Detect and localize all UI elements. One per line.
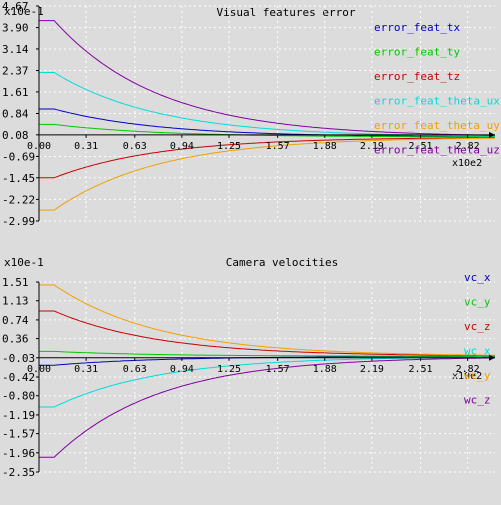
legend-item-wc-y: wc_y (464, 369, 491, 382)
x-tick-label: 2.19 (360, 364, 384, 375)
y-tick-label: -0.69 (2, 150, 35, 163)
y-tick-label: -1.96 (2, 447, 35, 460)
chart1-x-scale-label: x10e2 (452, 158, 482, 169)
series-line-vc-z (39, 310, 496, 357)
y-tick-label: -1.19 (2, 409, 35, 422)
legend-item-vc-x: vc_x (464, 271, 491, 284)
chart2-title: Camera velocities (226, 256, 339, 269)
chart-camera-velocities: x10e-1 Camera velocities x10e2 1.51 1.13 0… (2, 256, 496, 479)
x-tick-label: 0.94 (170, 364, 194, 375)
y-tick-label: -2.22 (2, 193, 35, 206)
series-line-error-feat-theta-uy (39, 137, 495, 211)
chart1-x-tick-labels: 0.00 0.31 0.63 0.94 1.25 1.57 1.88 2.19 2.51 2.82 (27, 141, 480, 152)
y-tick-label: -0.80 (2, 390, 35, 403)
series-line-error-feat-theta-uz (39, 20, 495, 136)
x-tick-label: 1.57 (266, 364, 290, 375)
y-tick-label: -0.03 (2, 352, 35, 365)
chart2-legend: vc_x vc_y vc_z wc_x wc_y wc_z (464, 271, 491, 407)
y-tick-label: 1.51 (2, 276, 29, 289)
legend-item-error-feat-theta-uy: error_feat_theta_uy (374, 119, 500, 132)
y-tick-label: -2.99 (2, 215, 35, 228)
legend-item-error-feat-theta-uz: error_feat_theta_uz (374, 144, 500, 157)
x-tick-label: 0.00 (27, 364, 51, 375)
x-tick-label: 1.88 (313, 141, 337, 152)
x-tick-label: 0.31 (74, 364, 98, 375)
series-line-vc-y (39, 350, 495, 357)
x-axis-arrow (489, 131, 495, 138)
legend-item-error-feat-ty: error_feat_ty (374, 46, 460, 59)
legend-item-wc-z: wc_z (464, 394, 491, 407)
chart1-y-tick-labels: 4.67 3.90 3.14 2.37 1.61 0.84 0.08 -0.69 -1.45 -2… (2, 0, 35, 228)
y-tick-label: -0.42 (2, 371, 35, 384)
y-tick-label: 2.37 (2, 65, 29, 78)
chart2-y-tick-labels: 1.51 1.13 0.74 0.36 -0.03 -0.42 -0.80 -1.19 -1.5… (2, 276, 35, 479)
chart2-scale-label: x10e-1 (4, 256, 44, 269)
y-tick-label: 0.08 (2, 129, 29, 142)
y-tick-label: 4.67 (2, 0, 29, 13)
x-axis-arrow (489, 354, 495, 361)
legend-item-wc-x: wc_x (464, 345, 491, 358)
y-tick-label: 3.90 (2, 22, 29, 35)
x-tick-label: 0.94 (170, 141, 194, 152)
x-tick-label: 1.25 (217, 364, 241, 375)
chart2-x-scale-label: x10e2 (452, 371, 482, 382)
y-tick-label: 1.61 (2, 86, 29, 99)
chart1-title: Visual features error (216, 6, 355, 19)
legend-item-error-feat-theta-ux: error_feat_theta_ux (374, 95, 500, 108)
chart1-scale-label: x10e-1 (4, 5, 44, 18)
legend-item-error-feat-tx: error_feat_tx (374, 21, 460, 34)
x-tick-label: 1.25 (217, 141, 241, 152)
y-tick-label: 3.14 (2, 43, 29, 56)
chart2-series-lines (39, 284, 496, 458)
y-tick-label: 1.13 (2, 295, 29, 308)
series-line-wc-y (39, 284, 496, 356)
x-tick-label: 0.31 (74, 141, 98, 152)
x-tick-label: 2.51 (408, 141, 432, 152)
y-tick-label: 0.84 (2, 108, 29, 121)
chart2-grid (39, 281, 495, 473)
x-tick-label: 0.63 (123, 141, 147, 152)
x-tick-label: 0.63 (123, 364, 147, 375)
x-tick-label: 1.57 (266, 141, 290, 152)
x-tick-label: 2.51 (408, 364, 432, 375)
y-tick-label: -1.45 (2, 172, 35, 185)
series-line-error-feat-tz (39, 137, 495, 179)
chart1-grid (39, 5, 495, 222)
legend-item-vc-z: vc_z (464, 320, 491, 333)
legend-item-vc-y: vc_y (464, 296, 491, 309)
series-line-wc-z (39, 357, 496, 458)
chart1-legend: error_feat_tx error_feat_ty error_feat_tze… (374, 21, 500, 157)
y-tick-label: 0.74 (2, 314, 29, 327)
chart1-series-lines (39, 20, 496, 211)
chart1-axes (36, 5, 495, 222)
chart-visual-features-error: x10e-1 Visual features error x10e2 4.67 3… (2, 0, 500, 228)
series-line-error-feat-ty (39, 123, 495, 138)
x-tick-label: 2.82 (456, 364, 480, 375)
legend-item-error-feat-tz: error_feat_tz (374, 70, 460, 83)
x-tick-label: 1.88 (313, 364, 337, 375)
y-tick-label: -2.35 (2, 466, 35, 479)
x-tick-label: 0.00 (27, 141, 51, 152)
y-tick-label: -1.57 (2, 428, 35, 441)
y-tick-label: 0.36 (2, 333, 29, 346)
x-tick-label: 2.82 (456, 141, 480, 152)
chart2-axes (36, 281, 495, 473)
x-tick-label: 2.19 (360, 141, 384, 152)
chart2-x-tick-labels: 0.00 0.31 0.63 0.94 1.25 1.57 1.88 2.19 2.51 2.82 (27, 364, 480, 375)
